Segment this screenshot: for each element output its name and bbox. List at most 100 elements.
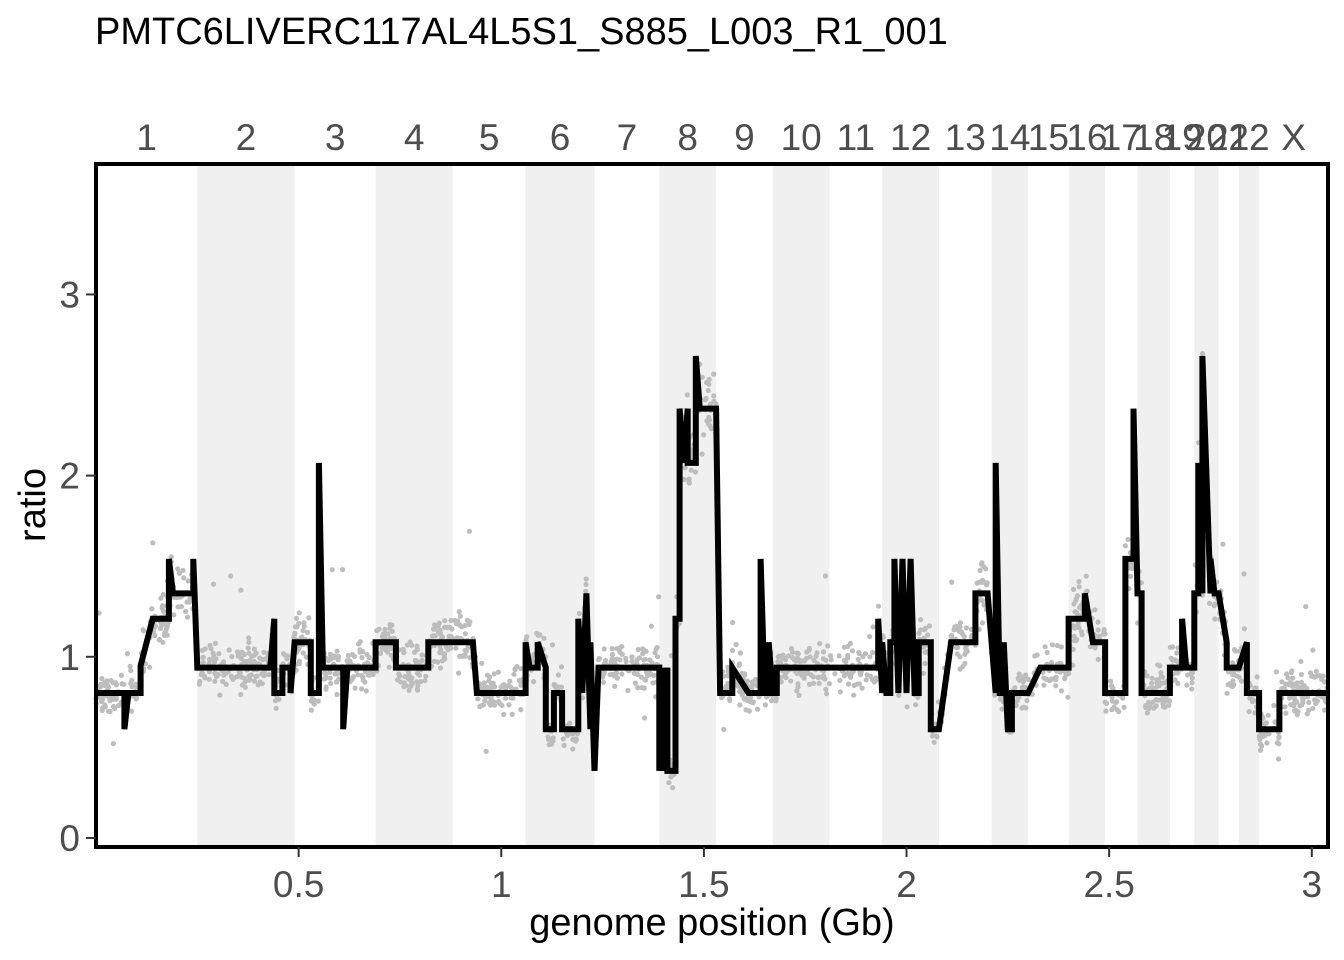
chromosome-label: 8 bbox=[677, 117, 698, 158]
data-point bbox=[859, 685, 865, 691]
data-point bbox=[737, 702, 743, 708]
data-point bbox=[128, 668, 134, 674]
data-point bbox=[185, 578, 191, 584]
chromosome-label: 22 bbox=[1228, 117, 1269, 158]
data-point bbox=[257, 679, 263, 685]
data-point bbox=[1071, 638, 1077, 644]
data-point bbox=[1143, 703, 1149, 709]
data-point bbox=[178, 604, 184, 610]
data-point bbox=[387, 622, 393, 628]
data-point bbox=[1076, 584, 1082, 590]
data-point bbox=[1054, 642, 1060, 649]
x-tick-label: 3 bbox=[1302, 864, 1323, 905]
data-point bbox=[1265, 712, 1271, 718]
data-point bbox=[413, 658, 419, 664]
data-point bbox=[246, 650, 252, 656]
data-point bbox=[1189, 670, 1195, 676]
data-point bbox=[243, 660, 249, 666]
data-point bbox=[129, 708, 135, 714]
data-point bbox=[418, 679, 424, 685]
data-point bbox=[1257, 736, 1263, 743]
data-point bbox=[596, 655, 603, 662]
data-point bbox=[1151, 705, 1157, 711]
data-point bbox=[702, 397, 708, 403]
data-point bbox=[181, 575, 187, 581]
data-point bbox=[814, 650, 820, 656]
data-point bbox=[711, 371, 717, 377]
data-point bbox=[1322, 707, 1328, 713]
data-point bbox=[435, 623, 441, 629]
data-point bbox=[981, 564, 987, 570]
data-point bbox=[926, 623, 933, 629]
data-point bbox=[171, 612, 177, 618]
data-point bbox=[913, 702, 919, 708]
data-point bbox=[300, 650, 306, 656]
data-point bbox=[176, 570, 182, 576]
data-point bbox=[1306, 699, 1312, 706]
data-point bbox=[688, 467, 694, 473]
data-point bbox=[212, 640, 218, 647]
data-point bbox=[963, 625, 969, 631]
data-point bbox=[1172, 677, 1178, 683]
data-point bbox=[1199, 351, 1206, 357]
data-point bbox=[215, 672, 221, 678]
data-point bbox=[112, 705, 118, 712]
data-point bbox=[334, 691, 340, 698]
data-point bbox=[291, 634, 297, 641]
data-point bbox=[600, 670, 606, 676]
data-point bbox=[362, 679, 368, 685]
data-point bbox=[262, 672, 268, 678]
data-point bbox=[686, 479, 692, 485]
data-point bbox=[432, 626, 438, 632]
data-point bbox=[642, 715, 648, 721]
data-point bbox=[847, 640, 854, 647]
data-point bbox=[1095, 656, 1101, 663]
data-point bbox=[875, 603, 882, 609]
data-point bbox=[1092, 607, 1098, 613]
data-point bbox=[612, 683, 618, 689]
data-point bbox=[510, 695, 516, 701]
data-point bbox=[406, 687, 412, 694]
data-point bbox=[1166, 702, 1172, 708]
data-point bbox=[323, 674, 329, 680]
data-point bbox=[541, 635, 547, 641]
data-point bbox=[725, 664, 731, 670]
data-point bbox=[184, 614, 191, 620]
data-point bbox=[355, 672, 361, 678]
data-point bbox=[560, 736, 566, 742]
data-point bbox=[147, 664, 153, 670]
data-point bbox=[477, 703, 483, 710]
x-axis-title: genome position (Gb) bbox=[529, 902, 894, 944]
data-point bbox=[1120, 695, 1126, 701]
data-point bbox=[1314, 698, 1320, 704]
data-point bbox=[168, 554, 174, 560]
data-point bbox=[1167, 644, 1173, 650]
data-point bbox=[1286, 695, 1292, 701]
data-point bbox=[1048, 676, 1054, 682]
data-point bbox=[409, 681, 415, 687]
data-point bbox=[632, 680, 639, 686]
chromosome-bands bbox=[197, 164, 1260, 847]
data-point bbox=[200, 660, 206, 666]
data-point bbox=[377, 650, 384, 657]
data-point bbox=[743, 707, 749, 713]
data-point bbox=[118, 672, 124, 679]
data-point bbox=[457, 613, 463, 619]
data-point bbox=[733, 641, 739, 648]
data-point bbox=[308, 707, 314, 713]
data-point bbox=[870, 677, 876, 683]
data-point bbox=[1273, 669, 1279, 675]
data-point bbox=[811, 657, 817, 664]
x-tick-label: 2 bbox=[896, 864, 917, 905]
data-point bbox=[816, 680, 822, 687]
data-point bbox=[721, 726, 727, 733]
data-point bbox=[1276, 756, 1282, 762]
data-point bbox=[929, 733, 936, 739]
data-point bbox=[1157, 663, 1163, 669]
data-point bbox=[299, 634, 305, 640]
data-point bbox=[247, 676, 253, 682]
data-point bbox=[1257, 747, 1264, 753]
data-point bbox=[487, 702, 494, 708]
data-point bbox=[236, 669, 242, 675]
data-point bbox=[576, 610, 582, 617]
